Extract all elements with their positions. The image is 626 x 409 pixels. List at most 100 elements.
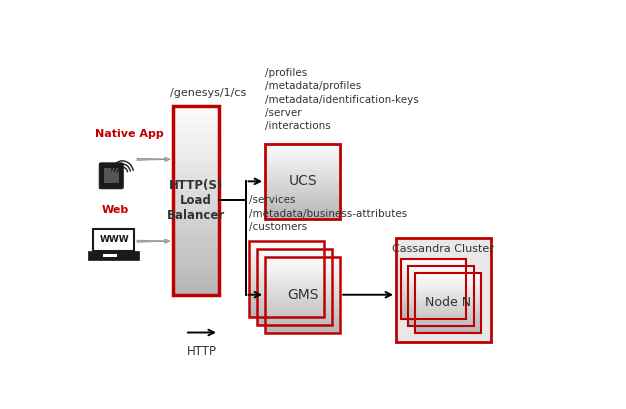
- Bar: [265, 200, 341, 204]
- Bar: [401, 262, 466, 265]
- Bar: [265, 313, 341, 317]
- Bar: [257, 290, 332, 294]
- Bar: [265, 173, 341, 178]
- Bar: [401, 306, 466, 310]
- Bar: [257, 279, 332, 283]
- Bar: [249, 301, 324, 306]
- Bar: [249, 256, 324, 260]
- Bar: [416, 290, 481, 294]
- Bar: [173, 143, 219, 153]
- Bar: [408, 308, 474, 310]
- Bar: [265, 178, 341, 181]
- Bar: [416, 285, 481, 288]
- Bar: [265, 257, 341, 261]
- Bar: [173, 171, 219, 181]
- Bar: [408, 290, 474, 293]
- Bar: [416, 308, 481, 312]
- Bar: [408, 266, 474, 326]
- Bar: [401, 276, 466, 280]
- Bar: [173, 181, 219, 191]
- Bar: [416, 281, 481, 285]
- Bar: [265, 268, 341, 272]
- Bar: [249, 264, 324, 267]
- Bar: [408, 304, 474, 308]
- Bar: [173, 275, 219, 285]
- Bar: [265, 215, 341, 219]
- Bar: [401, 292, 466, 295]
- Bar: [257, 321, 332, 325]
- Bar: [265, 321, 341, 325]
- Bar: [396, 238, 491, 342]
- Bar: [265, 155, 341, 159]
- Bar: [265, 151, 341, 155]
- Bar: [416, 273, 481, 333]
- Bar: [249, 290, 324, 294]
- Text: HTTP(S)
Load
Balancer: HTTP(S) Load Balancer: [167, 179, 225, 222]
- Bar: [265, 279, 341, 283]
- Bar: [173, 285, 219, 295]
- FancyBboxPatch shape: [88, 251, 139, 260]
- Bar: [257, 294, 332, 298]
- Bar: [257, 256, 332, 261]
- Bar: [401, 310, 466, 312]
- Bar: [401, 259, 466, 319]
- Bar: [401, 267, 466, 271]
- Bar: [408, 272, 474, 275]
- Bar: [265, 185, 341, 189]
- Bar: [249, 271, 324, 275]
- Bar: [257, 272, 332, 276]
- Bar: [416, 297, 481, 300]
- Bar: [249, 313, 324, 317]
- Bar: [249, 305, 324, 309]
- FancyBboxPatch shape: [99, 163, 123, 189]
- Bar: [265, 325, 341, 329]
- Bar: [401, 301, 466, 304]
- Text: /genesys/1/cs: /genesys/1/cs: [170, 88, 246, 98]
- Bar: [265, 310, 341, 314]
- Bar: [401, 294, 466, 298]
- Text: /services
/metadata/business-attributes
/customers: /services /metadata/business-attributes …: [249, 196, 407, 232]
- Bar: [265, 193, 341, 196]
- Bar: [401, 283, 466, 286]
- Bar: [416, 324, 481, 326]
- Bar: [173, 247, 219, 257]
- Bar: [249, 260, 324, 264]
- Bar: [265, 158, 341, 162]
- Bar: [265, 144, 341, 219]
- Bar: [257, 283, 332, 287]
- Bar: [173, 106, 219, 295]
- Bar: [265, 302, 341, 306]
- Bar: [416, 272, 481, 276]
- Bar: [173, 162, 219, 172]
- Bar: [257, 317, 332, 321]
- Bar: [408, 319, 474, 323]
- Bar: [408, 281, 474, 284]
- Bar: [401, 312, 466, 316]
- Bar: [416, 320, 481, 324]
- Bar: [408, 310, 474, 314]
- Bar: [249, 245, 324, 249]
- Bar: [408, 269, 474, 272]
- Bar: [249, 252, 324, 256]
- Bar: [265, 328, 341, 333]
- Bar: [173, 105, 219, 115]
- Bar: [401, 258, 466, 262]
- Text: Node N: Node N: [425, 296, 471, 309]
- Bar: [249, 294, 324, 298]
- Bar: [265, 306, 341, 310]
- Bar: [257, 275, 332, 279]
- Bar: [173, 266, 219, 276]
- Bar: [408, 292, 474, 296]
- Bar: [257, 298, 332, 302]
- Bar: [408, 322, 474, 326]
- Bar: [265, 291, 341, 295]
- Bar: [249, 241, 324, 317]
- Bar: [173, 134, 219, 144]
- Bar: [408, 287, 474, 290]
- Bar: [257, 249, 332, 253]
- Bar: [416, 311, 481, 315]
- Bar: [401, 265, 466, 268]
- Bar: [265, 196, 341, 200]
- Bar: [408, 299, 474, 302]
- Bar: [408, 313, 474, 317]
